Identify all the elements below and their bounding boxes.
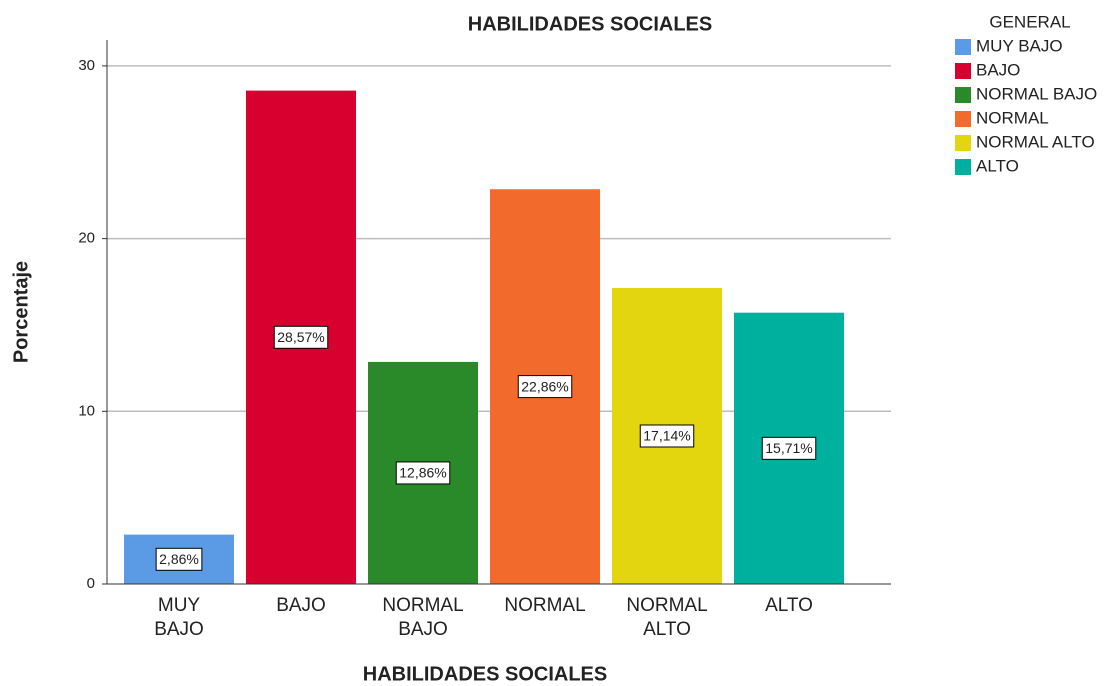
legend-title: GENERAL: [989, 12, 1070, 31]
legend-swatch: [955, 39, 971, 55]
y-axis-title: Porcentaje: [10, 261, 32, 363]
y-tick-label: 10: [78, 402, 95, 419]
value-label-box: [155, 547, 203, 571]
y-tick-label: 0: [87, 575, 95, 592]
value-label-box: [273, 325, 329, 349]
x-axis-title: HABILIDADES SOCIALES: [363, 663, 607, 685]
value-label: 17,14%: [643, 428, 690, 444]
legend-swatch: [955, 135, 971, 151]
y-tick-label: 20: [78, 230, 95, 247]
legend-label: NORMAL: [976, 108, 1049, 127]
value-label: 2,86%: [159, 551, 199, 567]
legend-swatch: [955, 63, 971, 79]
value-label-box: [395, 461, 451, 485]
legend-label: NORMAL BAJO: [976, 84, 1097, 103]
legend-swatch: [955, 159, 971, 175]
x-tick-label: BAJO: [276, 595, 326, 616]
value-label: 15,71%: [765, 440, 812, 456]
y-tick-label: 30: [78, 57, 95, 74]
value-label-box: [761, 436, 817, 460]
value-label: 12,86%: [399, 465, 446, 481]
legend-label: ALTO: [976, 156, 1019, 175]
legend-label: NORMAL ALTO: [976, 132, 1095, 151]
value-label: 28,57%: [277, 329, 324, 345]
legend-label: BAJO: [976, 60, 1020, 79]
x-tick-label: ALTO: [765, 595, 813, 616]
value-label-box: [639, 424, 695, 448]
legend-label: MUY BAJO: [976, 36, 1063, 55]
chart-title: HABILIDADES SOCIALES: [468, 13, 712, 35]
x-tick-label: NORMAL: [504, 595, 585, 616]
value-label-box: [517, 375, 573, 399]
x-tick-label: NORMAL ALTO: [626, 595, 707, 640]
value-label: 22,86%: [521, 378, 568, 394]
x-tick-label: MUY BAJO: [154, 595, 204, 640]
x-tick-label: NORMAL BAJO: [382, 595, 463, 640]
legend-swatch: [955, 111, 971, 127]
legend-swatch: [955, 87, 971, 103]
